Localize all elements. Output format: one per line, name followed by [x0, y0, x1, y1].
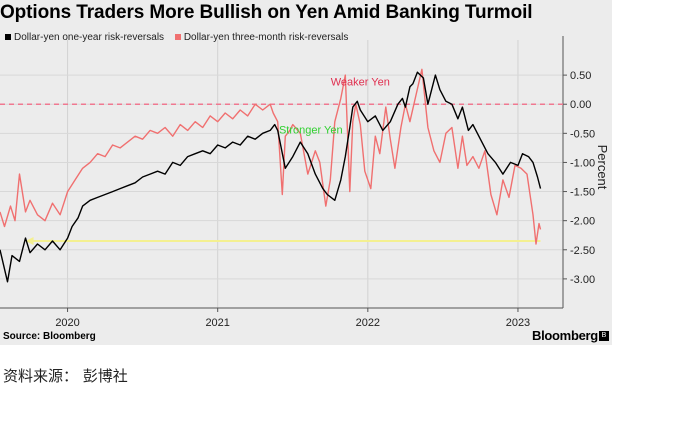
legend-label-one-year: Dollar-yen one-year risk-reversals	[14, 32, 165, 43]
y-axis-label: Percent	[595, 145, 610, 190]
series-line-one-year	[0, 71, 542, 283]
line-chart: 0.50 0.00 -0.50 -1.00 -1.50 -2.00 -2.50 -3.00 20…	[0, 36, 610, 329]
legend-item-three-month: Dollar-yen three-month risk-reversals	[174, 32, 349, 43]
y-tick-label: -2.00	[570, 216, 595, 228]
image-caption: 资料来源： 彭博社	[3, 367, 128, 385]
bloomberg-terminal-icon: B	[599, 331, 609, 341]
chart-legend: Dollar-yen one-year risk-reversals Dolla…	[5, 32, 356, 43]
y-tick-label: -1.00	[570, 157, 595, 169]
y-tick-label: -2.50	[570, 245, 595, 257]
annotation-weaker-yen: Weaker Yen	[331, 77, 390, 89]
legend-swatch-three-month	[174, 34, 181, 40]
y-tick-label: 0.50	[570, 70, 591, 82]
bloomberg-logo: Bloomberg	[532, 328, 598, 343]
chart-title: Options Traders More Bullish on Yen Amid…	[0, 2, 533, 23]
x-tick-label: 2021	[205, 317, 229, 329]
x-tick-label: 2023	[506, 317, 530, 329]
legend-item-one-year: Dollar-yen one-year risk-reversals	[5, 32, 164, 43]
x-tick-label: 2020	[55, 317, 79, 329]
chart-panel	[0, 0, 612, 345]
yellow-arrow-head	[25, 237, 34, 246]
series-line-three-month	[0, 68, 542, 245]
x-tick-label: 2022	[356, 317, 380, 329]
annotation-stronger-yen: Stronger Yen	[279, 124, 343, 136]
y-tick-label: -1.50	[570, 187, 595, 199]
legend-swatch-one-year	[5, 34, 11, 40]
y-tick-label: -0.50	[570, 128, 595, 140]
y-tick-label: 0.00	[570, 99, 591, 111]
y-tick-label: -3.00	[570, 274, 595, 286]
source-note: Source: Bloomberg	[3, 331, 96, 342]
legend-label-three-month: Dollar-yen three-month risk-reversals	[183, 32, 349, 43]
